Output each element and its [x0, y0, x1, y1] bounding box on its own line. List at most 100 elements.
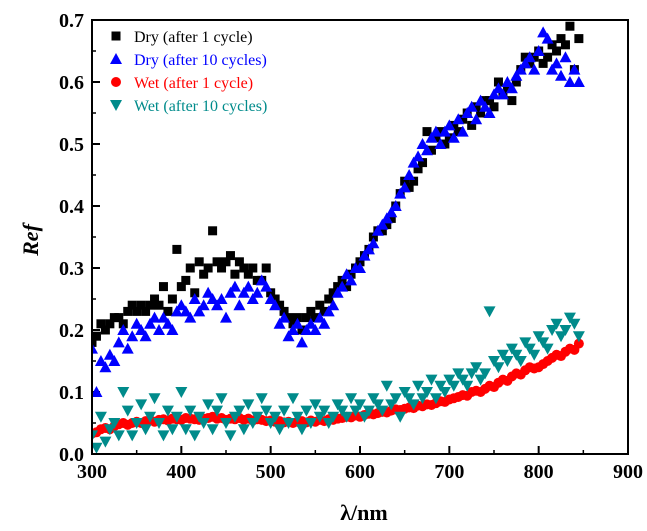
data-point — [266, 288, 276, 298]
data-point — [380, 212, 393, 224]
data-point — [525, 58, 535, 68]
data-point — [434, 138, 447, 149]
data-point — [409, 176, 419, 186]
data-point — [108, 355, 121, 366]
data-point — [371, 224, 384, 236]
data-point — [228, 280, 241, 292]
data-point — [389, 200, 402, 211]
data-point — [287, 393, 299, 405]
data-point — [546, 63, 559, 75]
data-point — [304, 418, 317, 429]
data-point — [514, 63, 527, 75]
data-point — [228, 411, 241, 423]
data-point — [421, 144, 433, 156]
data-point — [313, 411, 326, 423]
data-point — [358, 411, 371, 423]
data-point — [144, 317, 157, 329]
data-point — [199, 269, 209, 279]
data-point — [573, 338, 584, 349]
data-point — [467, 120, 477, 130]
data-point — [322, 305, 335, 317]
data-point — [153, 324, 165, 335]
data-point — [547, 40, 557, 50]
data-point — [398, 181, 411, 193]
data-point — [407, 399, 420, 411]
data-point — [313, 311, 326, 323]
data-point — [336, 405, 349, 417]
data-point — [376, 405, 389, 417]
data-point — [425, 131, 438, 143]
data-point — [523, 51, 536, 63]
data-point — [242, 399, 255, 411]
data-point — [385, 206, 398, 218]
x-tick-label: 600 — [345, 461, 375, 483]
data-point — [519, 57, 532, 69]
y-tick-label: 0.6 — [59, 72, 84, 94]
data-point — [123, 306, 133, 316]
data-point — [568, 318, 581, 330]
data-point — [130, 418, 143, 429]
data-point — [260, 280, 273, 292]
data-point — [453, 127, 463, 137]
data-point — [403, 169, 416, 180]
data-point — [510, 349, 523, 361]
data-point — [386, 213, 396, 223]
data-point — [416, 393, 429, 405]
data-points — [92, 21, 585, 454]
data-point — [282, 418, 295, 429]
data-point — [202, 399, 215, 411]
data-point — [260, 405, 273, 417]
data-point — [479, 100, 492, 112]
plot-frame — [91, 19, 629, 455]
data-point — [194, 257, 204, 267]
data-point — [474, 374, 487, 386]
data-point — [367, 393, 380, 405]
data-point — [175, 299, 188, 311]
data-point — [234, 257, 244, 267]
data-point — [157, 311, 170, 323]
data-point — [99, 361, 112, 373]
data-point — [479, 368, 492, 380]
data-point — [555, 331, 567, 343]
data-point — [377, 226, 387, 236]
data-point — [333, 282, 343, 292]
data-point — [546, 325, 559, 336]
data-point — [340, 268, 353, 280]
data-point — [154, 300, 164, 310]
data-point — [429, 125, 442, 137]
data-point — [574, 34, 584, 44]
y-tick-label: 0.1 — [59, 382, 84, 404]
legend: Dry (after 1 cycle) Dry (after 10 cycles)… — [110, 29, 267, 115]
data-point — [306, 306, 316, 316]
data-point — [309, 399, 322, 411]
data-point — [197, 299, 210, 311]
y-axis-title: Ref — [18, 221, 43, 256]
data-point — [483, 306, 496, 318]
data-point — [148, 311, 161, 323]
data-point — [537, 337, 550, 349]
data-point — [181, 275, 191, 285]
data-point — [233, 405, 246, 417]
data-point — [304, 317, 317, 329]
data-point — [449, 120, 459, 130]
data-point — [438, 125, 451, 137]
data-point — [141, 306, 151, 316]
data-point — [166, 324, 179, 335]
data-point — [211, 405, 224, 417]
data-point — [461, 107, 474, 118]
data-point — [555, 69, 567, 81]
data-point — [421, 387, 433, 398]
data-point — [560, 40, 570, 50]
data-point — [121, 405, 134, 417]
data-point — [158, 282, 168, 292]
data-point — [103, 424, 116, 436]
legend-marker — [111, 31, 121, 41]
y-tick-label: 0.3 — [59, 258, 84, 280]
data-point — [282, 330, 295, 342]
data-point — [559, 325, 572, 336]
data-point — [413, 164, 423, 174]
data-point — [130, 317, 143, 329]
data-point — [528, 63, 541, 75]
data-point — [556, 34, 566, 44]
data-point — [206, 293, 219, 304]
